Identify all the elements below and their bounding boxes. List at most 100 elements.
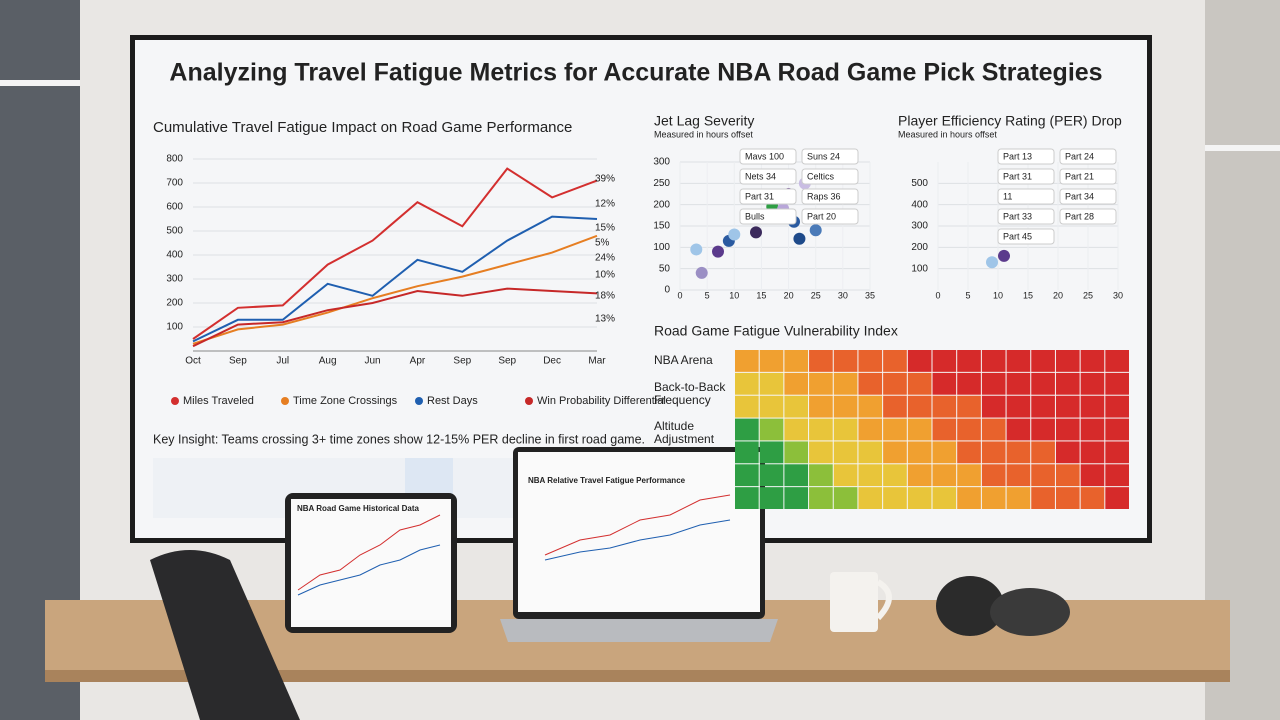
point	[728, 228, 741, 241]
team-tag	[997, 188, 1055, 205]
end-label: 39%	[595, 174, 615, 185]
team-tag	[1059, 168, 1117, 185]
x-tick-label: 25	[1083, 290, 1093, 300]
heat-cell	[932, 487, 957, 509]
heat-cell	[784, 487, 809, 509]
y-tick-label: 200	[166, 298, 183, 309]
team-tag	[739, 148, 797, 165]
heat-cell	[981, 350, 1006, 372]
heat-cell	[784, 395, 809, 418]
team-tag	[997, 228, 1055, 245]
end-label: 24%	[595, 253, 615, 264]
tablet-title: NBA Road Game Historical Data	[297, 504, 420, 513]
x-tick-label: Mar	[588, 356, 606, 367]
heat-cell	[858, 441, 883, 464]
team-tag-label: Part 13	[1003, 151, 1032, 161]
heat-cell	[809, 487, 833, 509]
laptop-screen	[518, 452, 760, 612]
y-tick-label: 300	[166, 274, 183, 285]
series-line	[192, 287, 598, 348]
end-label: 12%	[595, 199, 615, 210]
heat-cell	[883, 464, 907, 487]
row-label: Back-to-Back Frequency	[654, 380, 726, 407]
x-tick-label: Oct	[185, 356, 201, 367]
y-tick-label: 100	[911, 263, 928, 274]
heat-cell	[858, 487, 883, 509]
heat-cell	[981, 418, 1006, 441]
point	[809, 224, 822, 237]
heat-cell	[1105, 372, 1129, 395]
x-tick-label: 10	[729, 290, 739, 300]
x-tick-label: 25	[811, 290, 821, 300]
heat-cell	[1006, 487, 1031, 509]
team-tag-label: Celtics	[807, 171, 835, 181]
heat-cell	[735, 395, 759, 418]
heat-cell	[784, 464, 809, 487]
x-tick-label: 35	[865, 290, 875, 300]
y-tick-label: 250	[653, 178, 670, 189]
x-tick-label: Dec	[543, 356, 561, 367]
end-label: 13%	[595, 314, 615, 325]
key-insight: Key Insight: Teams crossing 3+ time zone…	[153, 432, 645, 446]
heat-cell	[784, 372, 809, 395]
heat-cell	[833, 418, 858, 441]
team-tag-label: Suns 24	[807, 151, 840, 161]
y-tick-label: 300	[653, 157, 670, 168]
x-tick-label: 15	[756, 290, 766, 300]
heat-cell	[1055, 418, 1080, 441]
heat-cell	[957, 418, 981, 441]
team-tag-label: Part 24	[1065, 151, 1094, 161]
legend-label: Win Probability Differential	[537, 395, 666, 407]
point	[695, 266, 708, 279]
heat-cell	[883, 418, 907, 441]
heat-cell	[883, 487, 907, 509]
heat-cell	[1055, 441, 1080, 464]
heat-cell	[858, 350, 883, 372]
x-tick-label: 0	[677, 290, 682, 300]
team-tag-label: Nets 34	[745, 171, 776, 181]
heat-cell	[907, 441, 932, 464]
heat-cell	[833, 372, 858, 395]
team-tag	[801, 208, 859, 225]
legend-marker	[525, 397, 533, 405]
heat-cell	[932, 395, 957, 418]
y-tick-label: 300	[911, 221, 928, 232]
heat-cell	[1055, 395, 1080, 418]
heat-cell	[932, 441, 957, 464]
heat-cell	[932, 372, 957, 395]
heat-cell	[957, 350, 981, 372]
heat-cell	[1055, 464, 1080, 487]
heat-cell	[809, 441, 833, 464]
chart-title: Player Efficiency Rating (PER) Drop	[898, 113, 1122, 129]
heat-cell	[932, 464, 957, 487]
heat-cell	[784, 418, 809, 441]
row-label: Altitude Adjustment	[654, 419, 715, 446]
heat-cell	[735, 441, 759, 464]
end-label: 15%	[595, 223, 615, 234]
team-tag-label: Part 20	[807, 211, 836, 221]
legend-marker	[415, 397, 423, 405]
heat-cell	[1080, 395, 1105, 418]
point	[998, 249, 1010, 262]
heat-cell	[907, 464, 932, 487]
team-tag-label: Part 21	[1065, 171, 1094, 181]
heat-cell	[957, 464, 981, 487]
point	[712, 245, 724, 258]
heat-cell	[833, 487, 858, 509]
heat-cell	[907, 487, 932, 509]
laptop-deco-line	[544, 519, 731, 561]
laptop-deco-line	[544, 494, 731, 556]
team-tag-label: Raps 36	[807, 191, 841, 201]
heat-cell	[759, 418, 784, 441]
team-tag	[801, 188, 859, 205]
heat-cell	[735, 372, 759, 395]
heat-cell	[833, 441, 858, 464]
desk-edge	[45, 670, 1230, 682]
y-tick-label: 400	[166, 250, 183, 261]
x-tick-label: 20	[1053, 290, 1063, 300]
chair	[150, 550, 300, 720]
tablet-deco-line	[297, 544, 441, 596]
heat-cell	[981, 441, 1006, 464]
